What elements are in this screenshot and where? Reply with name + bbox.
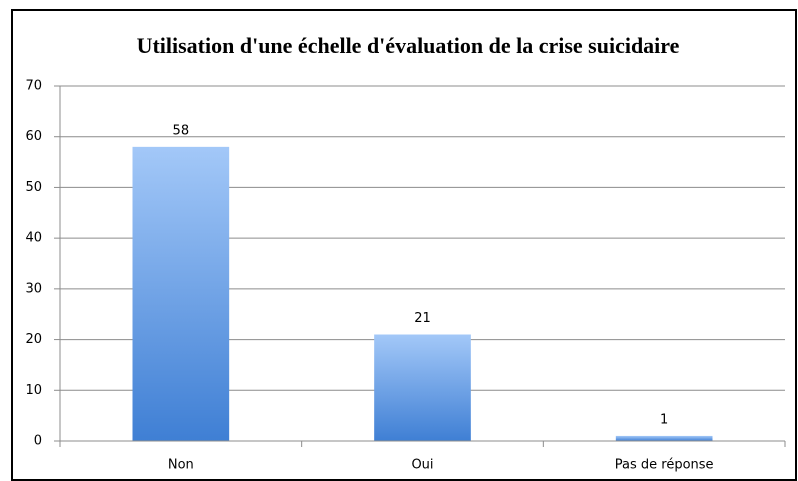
y-tick-label: 10 xyxy=(25,383,42,398)
y-tick-label: 30 xyxy=(25,281,42,296)
y-tick-label: 0 xyxy=(34,434,42,449)
y-tick-label: 50 xyxy=(25,180,42,195)
data-label: 58 xyxy=(173,123,190,138)
y-tick-label: 60 xyxy=(25,129,42,144)
x-tick-label: Pas de réponse xyxy=(615,458,714,473)
bar xyxy=(374,334,471,441)
bar xyxy=(615,435,713,441)
x-tick-label: Oui xyxy=(411,458,433,473)
bar xyxy=(132,146,230,441)
data-label: 1 xyxy=(660,412,668,427)
frame xyxy=(11,9,797,481)
chart-title: Utilisation d'une échelle d'évaluation d… xyxy=(137,33,680,58)
y-tick-label: 20 xyxy=(25,332,42,347)
data-label: 21 xyxy=(414,311,431,326)
y-tick-label: 40 xyxy=(25,231,42,246)
x-tick-label: Non xyxy=(168,458,194,473)
y-tick-label: 70 xyxy=(25,79,42,94)
